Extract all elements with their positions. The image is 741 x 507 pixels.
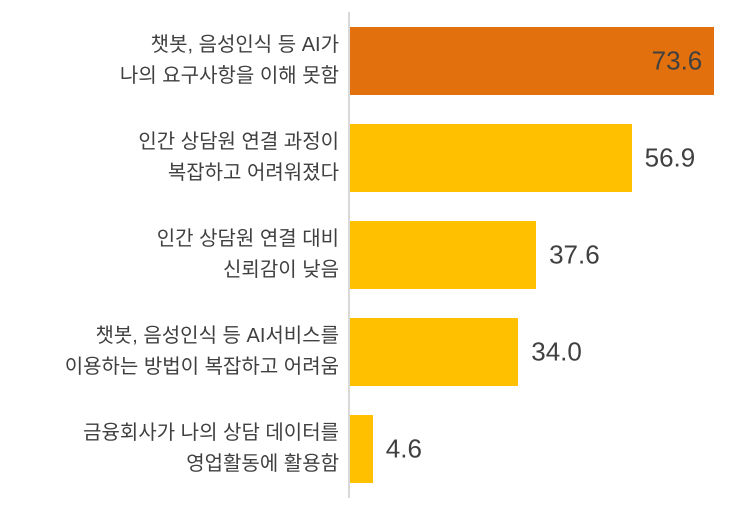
category-label-line: 복잡하고 어려워졌다 [167, 161, 339, 184]
bar [350, 318, 519, 387]
category-label-line: 영업활동에 활용함 [186, 453, 339, 476]
plot-area: 56.9 [348, 109, 741, 207]
category-label-line: 인간 상담원 연결 과정이 [138, 130, 339, 153]
category-label-line: 챗봇, 음성인식 등 AI서비스를 [95, 325, 339, 348]
bar [350, 415, 373, 484]
plot-area: 37.6 [348, 206, 741, 304]
value-label: 4.6 [385, 433, 422, 464]
bar [350, 221, 537, 289]
plot-area: 73.6 [348, 12, 741, 110]
category-label-line: 금융회사가 나의 상담 데이터를 [83, 422, 339, 445]
value-label: 73.6 [651, 45, 703, 76]
category-label-line: 이용하는 방법이 복잡하고 어려움 [64, 356, 339, 379]
value-label: 56.9 [644, 142, 696, 173]
plot-area: 4.6 [348, 400, 741, 499]
bar [350, 26, 715, 95]
category-label-line: 챗봇, 음성인식 등 AI가 [150, 33, 339, 56]
category-label-line: 신뢰감이 낮음 [223, 259, 339, 281]
value-label: 37.6 [549, 239, 600, 270]
bar [350, 123, 632, 192]
category-label-line: 인간 상담원 연결 대비 [156, 228, 339, 250]
category-label-line: 나의 요구사항을 이해 못함 [119, 64, 339, 87]
value-label: 34.0 [531, 336, 582, 367]
plot-area: 34.0 [348, 303, 741, 401]
